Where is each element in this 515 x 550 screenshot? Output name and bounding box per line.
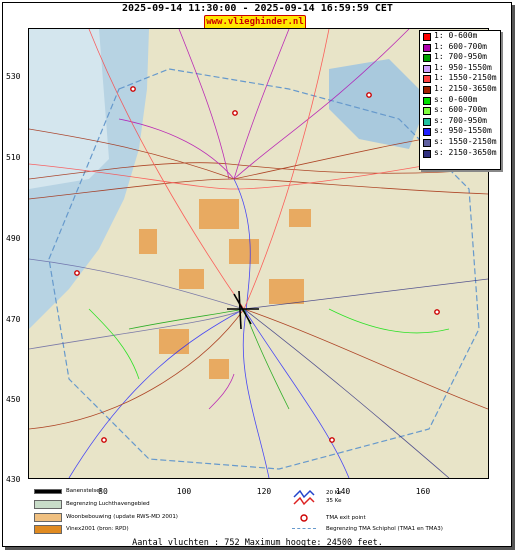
housing-swatch	[34, 513, 62, 522]
airport-boundary-swatch	[34, 500, 62, 509]
legend-item: s: 700-950m	[420, 116, 500, 127]
y-tick-470: 470	[6, 315, 21, 324]
legend-swatch	[423, 128, 431, 137]
x-tick-160: 160	[415, 487, 431, 496]
altitude-legend: 1: 0-600m 1: 600-700m 1: 700-950m 1: 950…	[419, 30, 501, 170]
vinex-label: Vinex2001 (bron: RPD)	[66, 526, 129, 532]
x-tick-120: 120	[256, 487, 272, 496]
y-tick-510: 510	[6, 153, 21, 162]
legend-swatch	[423, 149, 431, 158]
x-tick-80: 80	[98, 487, 108, 496]
noise-35-label: 35 Ke	[326, 498, 342, 504]
legend-swatch	[423, 33, 431, 41]
legend-swatch	[423, 107, 431, 116]
legend-item: s: 2150-3650m	[420, 148, 500, 159]
legend-swatch	[423, 64, 431, 73]
y-tick-530: 530	[6, 72, 21, 81]
x-tick-140: 140	[335, 487, 351, 496]
legend-swatch	[423, 138, 431, 147]
airport-boundary-label: Begrenzing Luchthavengebied	[66, 501, 150, 507]
noise-contour-icon	[293, 489, 315, 506]
legend-item: s: 1550-2150m	[420, 137, 500, 148]
legend-swatch	[423, 85, 431, 94]
y-tick-490: 490	[6, 234, 21, 243]
legend-item: 1: 600-700m	[420, 42, 500, 53]
tma-boundary-line-icon	[292, 528, 316, 529]
urban-areas	[139, 199, 311, 379]
legend-swatch	[423, 96, 431, 105]
x-tick-100: 100	[176, 487, 192, 496]
coastal-water	[29, 29, 109, 189]
legend-swatch	[423, 75, 431, 84]
legend-item: s: 0-600m	[420, 95, 500, 106]
legend-item: 1: 950-1550m	[420, 63, 500, 74]
tma-exit-label: TMA exit point	[326, 515, 366, 521]
map-canvas	[29, 29, 488, 478]
housing-label: Woonbebouwing (update RWS-MD 2001)	[66, 514, 178, 520]
legend-item: 1: 0-600m	[420, 31, 500, 42]
y-tick-430: 430	[6, 475, 21, 484]
flight-summary: Aantal vluchten : 752 Maximum hoogte: 24…	[132, 538, 383, 548]
legend-swatch	[423, 43, 431, 52]
legend-swatch	[423, 54, 431, 63]
tma-exit-points	[74, 86, 440, 443]
runway-legend-label: Banenstelsel	[66, 488, 102, 494]
runway-swatch	[34, 489, 62, 494]
y-tick-450: 450	[6, 395, 21, 404]
tma-exit-icon	[300, 514, 308, 522]
tma-boundary	[48, 68, 480, 470]
tma-boundary-label: Begrenzing TMA Schiphol (TMA1 en TMA3)	[326, 526, 443, 532]
legend-item: s: 600-700m	[420, 105, 500, 116]
legend-item: 1: 2150-3650m	[420, 84, 500, 95]
legend-item: s: 950-1550m	[420, 126, 500, 137]
noise-20-label: 20 Ke	[326, 490, 342, 496]
legend-swatch	[423, 117, 431, 126]
vinex-swatch	[34, 525, 62, 534]
flight-track-map	[28, 28, 489, 479]
time-range-title: 2025-09-14 11:30:00 - 2025-09-14 16:59:5…	[122, 3, 393, 14]
runway-system	[227, 290, 259, 330]
legend-item: 1: 700-950m	[420, 52, 500, 63]
lake-area	[329, 59, 429, 149]
legend-item: 1: 1550-2150m	[420, 73, 500, 84]
